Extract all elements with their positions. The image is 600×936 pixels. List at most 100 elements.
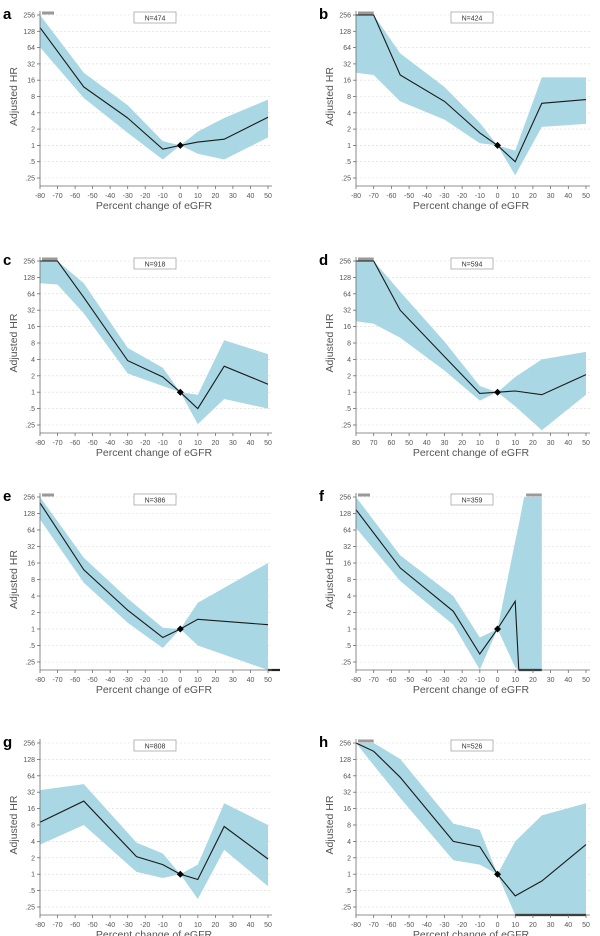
x-tick-label: -50	[88, 922, 98, 929]
x-tick-label: 40	[247, 193, 255, 200]
x-tick-label: 20	[529, 677, 537, 684]
x-tick-label: -40	[422, 193, 432, 200]
x-axis-label: Percent change of eGFR	[96, 929, 213, 936]
y-tick-label: .25	[25, 176, 35, 183]
n-label-box	[450, 493, 494, 506]
x-tick-label: -80	[351, 677, 361, 684]
n-label-box	[450, 257, 494, 270]
y-tick-label: 32	[343, 790, 351, 797]
x-tick-label: 10	[511, 922, 519, 929]
x-tick-label: -10	[475, 193, 485, 200]
x-tick-label: 20	[529, 440, 537, 447]
x-axis-label: Percent change of eGFR	[413, 929, 530, 936]
x-tick-label: -40	[105, 440, 115, 447]
y-tick-label: 4	[31, 357, 35, 364]
x-tick-label: -10	[158, 440, 168, 447]
x-axis-label: Percent change of eGFR	[413, 447, 530, 459]
y-tick-label: 16	[343, 324, 351, 331]
n-label: N=526	[462, 743, 483, 750]
x-tick-label: -60	[386, 677, 396, 684]
x-tick-label: -20	[457, 677, 467, 684]
y-tick-label: 8	[31, 823, 35, 830]
y-tick-label: 128	[23, 757, 35, 764]
x-tick-label: 20	[529, 922, 537, 929]
x-tick-label: -80	[35, 193, 45, 200]
y-tick-label: 32	[27, 308, 35, 315]
y-tick-label: 64	[27, 773, 35, 780]
x-tick-label: 50	[582, 193, 590, 200]
y-tick-label: 8	[31, 577, 35, 584]
x-tick-label: 30	[229, 677, 237, 684]
reference-point	[176, 870, 184, 878]
x-tick-label: -50	[88, 193, 98, 200]
x-tick-label: -50	[88, 440, 98, 447]
y-tick-label: 1	[347, 390, 351, 397]
x-tick-label: -30	[439, 193, 449, 200]
y-tick-label: 128	[339, 511, 351, 518]
y-tick-label: 64	[343, 45, 351, 52]
y-tick-label: 32	[27, 61, 35, 68]
y-tick-label: .25	[341, 423, 351, 430]
y-tick-label: 64	[343, 291, 351, 298]
y-tick-label: 256	[339, 259, 351, 266]
y-tick-label: .25	[341, 660, 351, 667]
x-tick-label: -80	[35, 677, 45, 684]
y-tick-label: .25	[341, 905, 351, 912]
x-tick-label: -60	[386, 193, 396, 200]
x-tick-label: -10	[475, 677, 485, 684]
n-label-box	[133, 11, 177, 24]
x-tick-label: -70	[52, 193, 62, 200]
x-tick-label: 0	[178, 922, 182, 929]
y-tick-label: 4	[31, 594, 35, 601]
panel-letter: h	[319, 734, 328, 751]
x-tick-label: 10	[476, 440, 484, 447]
y-tick-label: 64	[27, 45, 35, 52]
y-tick-label: 4	[31, 110, 35, 117]
n-label-box	[133, 257, 177, 270]
y-tick-label: 16	[343, 78, 351, 85]
y-tick-label: 256	[339, 495, 351, 502]
reference-point	[176, 625, 184, 633]
panel-d: 256 128 64 32 16 8 4 2 1 .5 .25 80 70 60 50 40 30 20 10 0 10…	[319, 252, 590, 459]
n-label: N=359	[462, 497, 483, 504]
hr-line	[39, 502, 269, 639]
y-tick-label: .25	[25, 660, 35, 667]
hr-line	[356, 260, 587, 396]
y-tick-label: 4	[347, 357, 351, 364]
x-tick-label: -80	[351, 193, 361, 200]
x-tick-label: -60	[70, 922, 80, 929]
y-tick-label: .25	[341, 176, 351, 183]
x-tick-label: -60	[70, 677, 80, 684]
x-tick-label: 40	[564, 193, 572, 200]
x-tick-label: -40	[422, 922, 432, 929]
x-tick-label: 20	[529, 193, 537, 200]
panel-h: 256 128 64 32 16 8 4 2 1 .5 .25 -80 -70 -60 -50 -40 -30 -…	[319, 734, 590, 936]
x-tick-label: -60	[386, 922, 396, 929]
x-tick-label: 10	[194, 677, 202, 684]
panel-letter: c	[3, 252, 11, 269]
x-tick-label: -20	[140, 677, 150, 684]
panel-letter: g	[3, 734, 12, 751]
ci-band	[40, 784, 268, 899]
y-tick-label: .5	[345, 159, 351, 166]
y-tick-label: 4	[347, 594, 351, 601]
x-tick-label: 30	[547, 193, 555, 200]
y-tick-label: .5	[29, 643, 35, 650]
n-label-box	[133, 739, 177, 752]
x-tick-label: -40	[105, 677, 115, 684]
x-tick-label: -80	[35, 440, 45, 447]
hr-line	[356, 14, 587, 163]
y-tick-label: 4	[31, 839, 35, 846]
y-tick-label: 1	[31, 390, 35, 397]
x-tick-label: -20	[457, 193, 467, 200]
x-tick-label: 30	[441, 440, 449, 447]
n-label: N=424	[462, 15, 483, 22]
x-tick-label: -10	[475, 922, 485, 929]
x-tick-label: 10	[511, 677, 519, 684]
y-tick-label: 32	[343, 544, 351, 551]
x-tick-label: 40	[564, 440, 572, 447]
x-tick-label: -40	[105, 193, 115, 200]
x-tick-label: -10	[158, 922, 168, 929]
